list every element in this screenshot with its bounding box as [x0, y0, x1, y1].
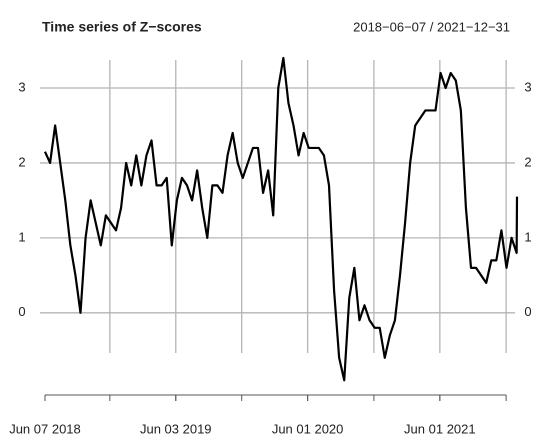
- x-tick-label: Jun 07 2018: [9, 421, 81, 436]
- y-tick-label: 1: [18, 229, 25, 244]
- y-tick-label: 0: [18, 304, 25, 319]
- chart-title: Time series of Z−scores: [42, 19, 202, 35]
- x-tick-label: Jun 01 2020: [272, 421, 344, 436]
- x-tick-label: Jun 01 2021: [404, 421, 476, 436]
- chart-subtitle: 2018−06−07 / 2021−12−31: [353, 19, 510, 34]
- y-tick-label: 2: [18, 154, 25, 169]
- x-tick-label: Jun 03 2019: [140, 421, 212, 436]
- y-tick-label-right: 0: [524, 304, 531, 319]
- y-tick-label-right: 2: [524, 154, 531, 169]
- y-tick-label: 3: [18, 79, 25, 94]
- y-tick-label-right: 1: [524, 229, 531, 244]
- data-line: [43, 56, 519, 382]
- y-tick-label-right: 3: [524, 79, 531, 94]
